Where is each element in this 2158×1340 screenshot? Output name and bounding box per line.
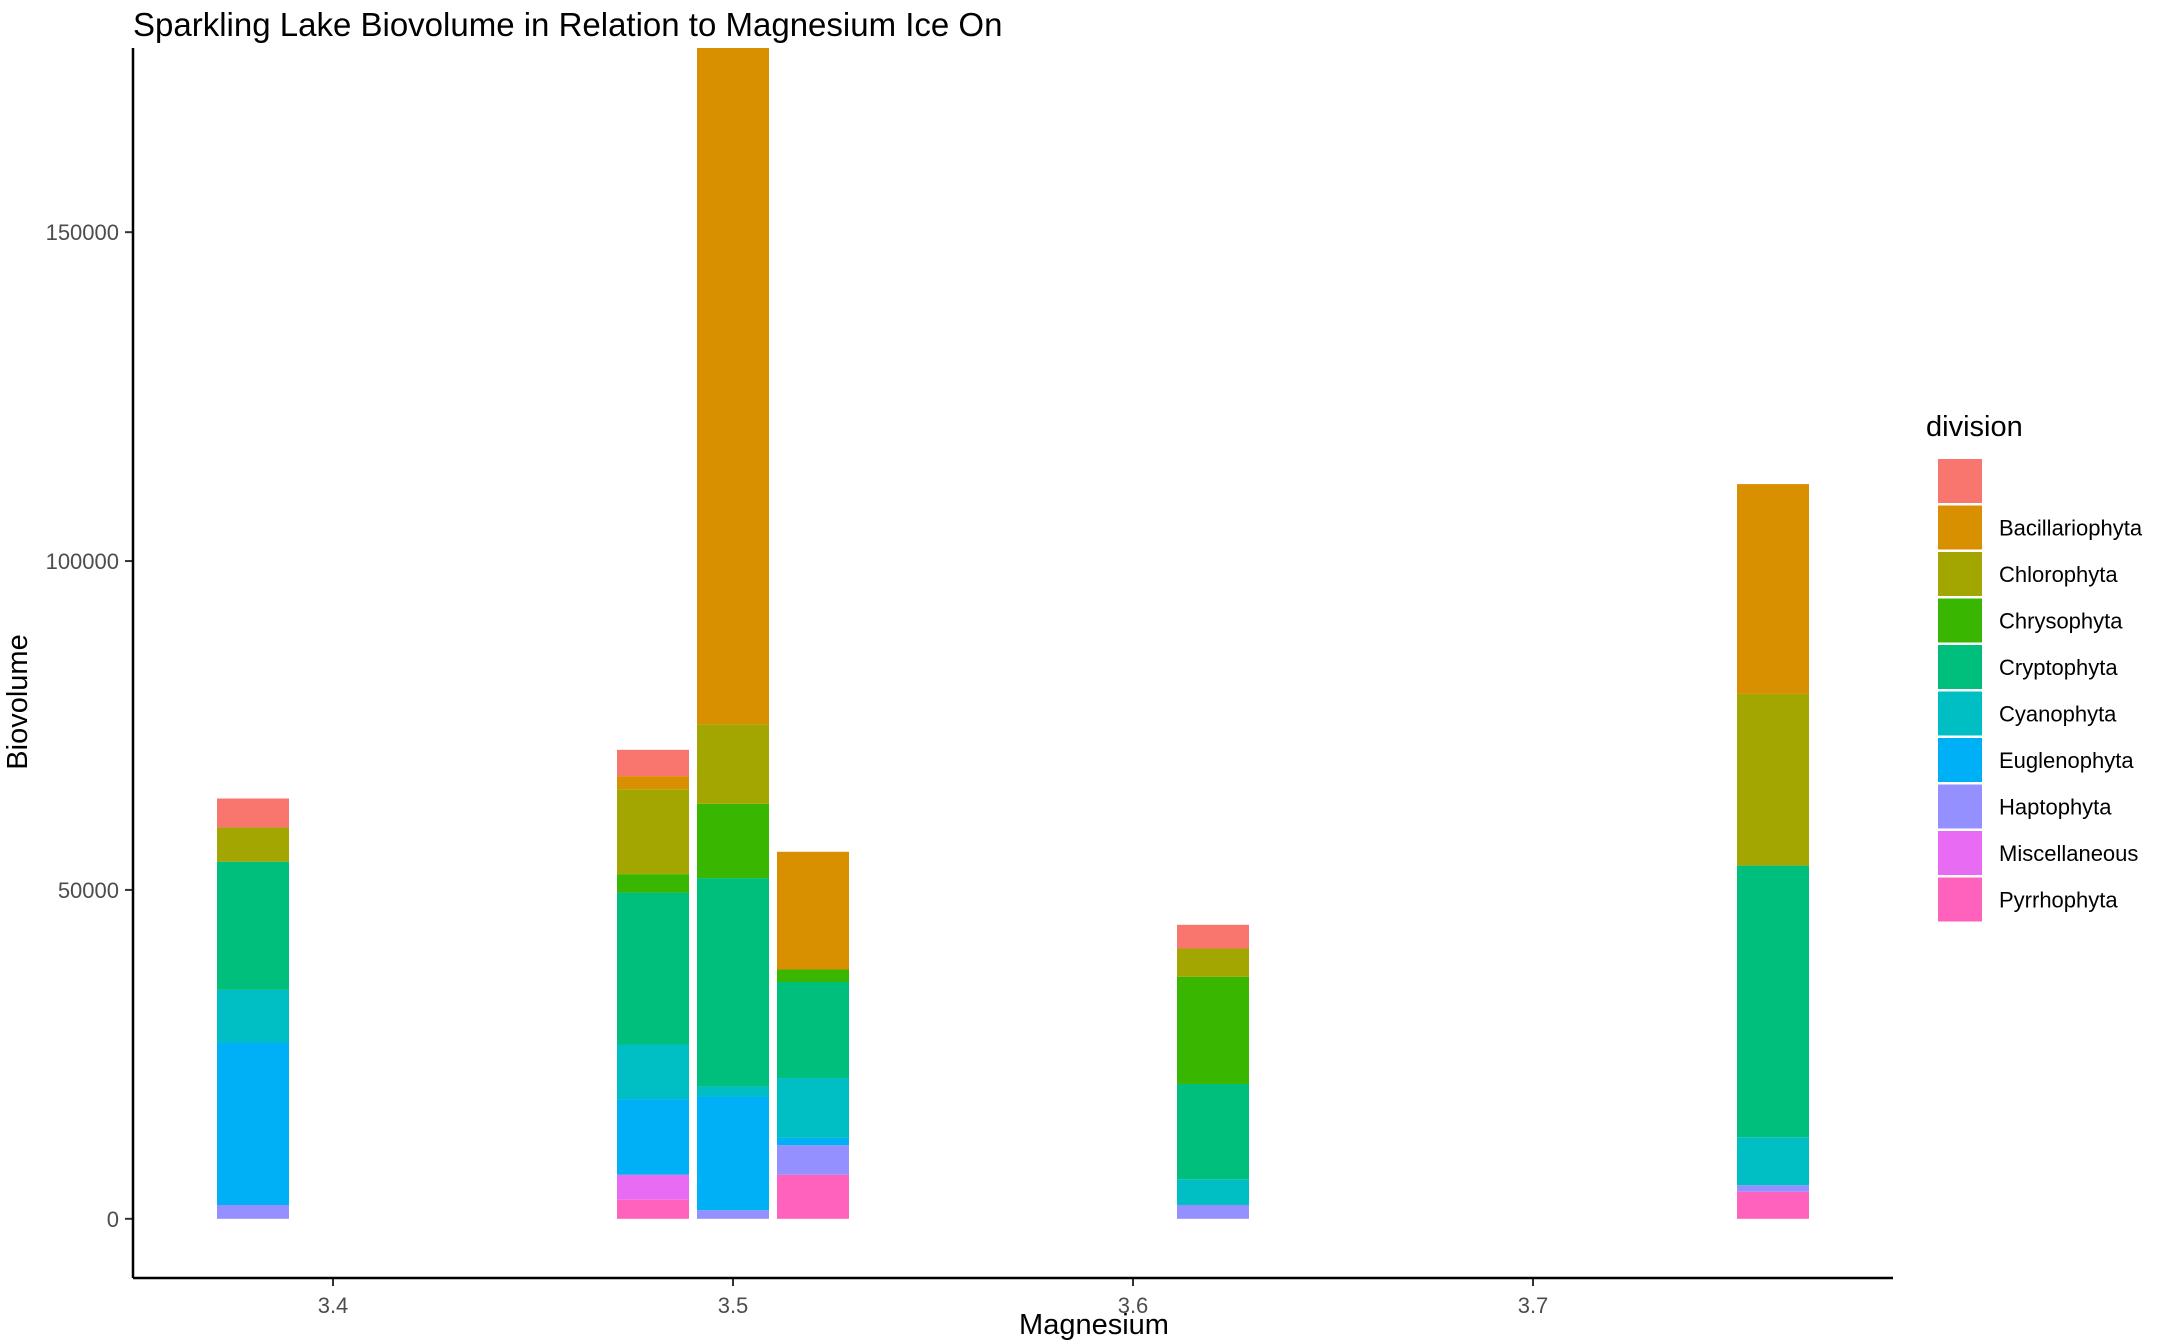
bar-segment — [1177, 1179, 1249, 1205]
bar-segment — [617, 776, 689, 790]
bar-segment — [617, 1099, 689, 1175]
y-tick-label: 150000 — [46, 220, 119, 245]
bar-segment — [697, 1086, 769, 1097]
x-tick-label: 3.5 — [718, 1293, 749, 1318]
legend-label: Chrysophyta — [1999, 609, 2123, 634]
bar-segment — [1177, 924, 1249, 949]
x-axis-ticks: 3.4 3.5 3.6 3.7 — [318, 1278, 1549, 1318]
chart-title: Sparkling Lake Biovolume in Relation to … — [133, 6, 1002, 43]
bar-segment — [217, 798, 289, 828]
bar-segment — [777, 1145, 849, 1175]
legend-swatch — [1938, 505, 1982, 550]
legend-label: Cryptophyta — [1999, 655, 2118, 680]
bar-segment — [217, 1042, 289, 1205]
y-tick-label: 0 — [107, 1207, 119, 1232]
legend-swatch — [1938, 691, 1982, 736]
bar-segment — [777, 1174, 849, 1219]
legend-label: Miscellaneous — [1999, 841, 2138, 866]
bar-segment — [617, 1199, 689, 1219]
bar-segment — [617, 749, 689, 777]
bar-segment — [217, 827, 289, 862]
legend-label: Chlorophyta — [1999, 562, 2118, 587]
legend-items: Bacillariophyta Chlorophyta Chrysophyta Cry… — [1938, 459, 2143, 922]
legend-label: Cyanophyta — [1999, 702, 2117, 727]
bar-segment — [1737, 693, 1809, 866]
bar-segment — [697, 1210, 769, 1219]
y-axis-title: Biovolume — [2, 634, 34, 769]
legend-swatch — [1938, 645, 1982, 689]
bar-segment — [697, 724, 769, 804]
bar-segment — [777, 982, 849, 1079]
bar-segment — [697, 48, 769, 725]
bar-segment — [1737, 1191, 1809, 1219]
legend-label: Pyrrhophyta — [1999, 888, 2118, 913]
bar-segment — [617, 892, 689, 1045]
bar-segment — [1177, 976, 1249, 1084]
legend-label: Haptophyta — [1999, 795, 2112, 820]
bar-segment — [1177, 1083, 1249, 1180]
legend-swatch — [1938, 459, 1982, 503]
bar-segment — [1737, 1185, 1809, 1192]
legend-swatch — [1938, 738, 1982, 782]
y-tick-label: 50000 — [58, 878, 119, 903]
bar-segment — [697, 803, 769, 879]
legend-swatch — [1938, 877, 1982, 922]
bar-segment — [217, 989, 289, 1043]
legend-swatch — [1938, 784, 1982, 829]
legend-title: division — [1926, 411, 2023, 443]
bar-segment — [777, 851, 849, 970]
bar-segment — [777, 1078, 849, 1138]
legend-swatch — [1938, 552, 1982, 596]
bar-segment — [697, 1096, 769, 1211]
bar-segment — [617, 874, 689, 893]
bars-layer — [217, 48, 1809, 1219]
bar-segment — [1737, 865, 1809, 1138]
bar-segment — [617, 789, 689, 875]
x-axis-title: Magnesium — [1019, 1309, 1169, 1340]
y-tick-label: 100000 — [46, 549, 119, 574]
x-tick-label: 3.7 — [1518, 1293, 1549, 1318]
bar-segment — [1177, 1204, 1249, 1219]
bar-segment — [617, 1174, 689, 1200]
x-tick-label: 3.6 — [1118, 1293, 1149, 1318]
bar-segment — [1737, 484, 1809, 694]
bar-segment — [777, 969, 849, 983]
legend-label: Euglenophyta — [1999, 748, 2134, 773]
x-tick-label: 3.4 — [318, 1293, 349, 1318]
bar-segment — [617, 1044, 689, 1100]
bar-segment — [217, 861, 289, 990]
bar-segment — [1177, 948, 1249, 977]
legend-swatch — [1938, 831, 1982, 875]
y-axis-ticks: 0 50000 100000 150000 — [46, 220, 133, 1232]
legend-label: Bacillariophyta — [1999, 516, 2143, 541]
bar-segment — [1737, 1137, 1809, 1186]
bar-segment — [777, 1137, 849, 1146]
bar-segment — [217, 1204, 289, 1219]
legend-swatch — [1938, 598, 1982, 643]
legend: division Bacillariophyta Chlorophyta Chrys… — [1926, 411, 2143, 922]
bar-segment — [697, 878, 769, 1087]
